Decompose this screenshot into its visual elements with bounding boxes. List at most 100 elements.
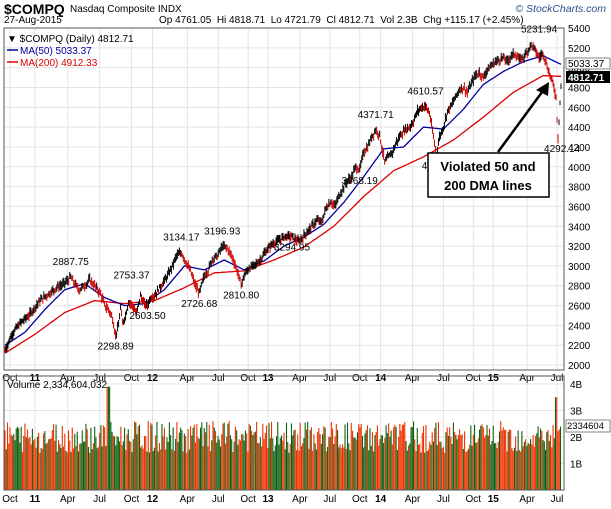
y-tick-label: 3400 xyxy=(568,222,591,233)
price-grid xyxy=(4,27,564,370)
price-last-box xyxy=(566,71,610,83)
ma200-line xyxy=(4,74,561,354)
callout-arrow xyxy=(496,87,547,153)
y-tick-label: 4000 xyxy=(568,163,591,174)
callout-arrowhead xyxy=(536,82,549,96)
y-tick-label: 3800 xyxy=(568,183,591,194)
annotation-label: 2726.68 xyxy=(181,299,218,310)
y-tick-label: 2200 xyxy=(568,341,591,352)
volume-legend-text: Volume 2,334,604,032 xyxy=(7,380,108,391)
volume-y-axis: 1B 2B 3B 4B xyxy=(570,380,583,471)
x-tick-label: 12 xyxy=(147,373,159,384)
vol-x-tick-label: Apr xyxy=(519,494,535,505)
stockcharts-logo: © StockCharts.com xyxy=(515,3,606,15)
annotation-label: 2298.89 xyxy=(98,341,135,352)
x-tick-label: Oct xyxy=(240,373,256,384)
x-tick-label: Apr xyxy=(60,373,76,384)
ohlc-quote: Op 4761.05 Hi 4818.71 Lo 4721.79 Cl 4812… xyxy=(159,15,524,26)
legend-price: ▼ $COMPQ (Daily) 4812.71 xyxy=(7,34,134,45)
volume-panel-frame xyxy=(3,375,565,491)
x-tick-label: Oct xyxy=(124,373,140,384)
x-tick-label: Apr xyxy=(292,373,308,384)
vol-x-tick-label: Oct xyxy=(2,494,18,505)
annotation-label: 3294.95 xyxy=(274,243,311,254)
callout-line-2: 200 DMA lines xyxy=(444,178,532,193)
legend-ma50: MA(50) 5033.37 xyxy=(20,46,92,57)
x-tick-label: Apr xyxy=(519,373,535,384)
ma50-series-line xyxy=(4,55,562,346)
y-tick-label: 4200 xyxy=(568,143,591,154)
volume-last-box xyxy=(565,419,611,433)
x-tick-label: Oct xyxy=(2,373,18,384)
volume-x-axis: Oct 11 Apr Jul Oct 12 Apr Jul Oct 13 Apr Jul Oct 14 Ap… xyxy=(2,494,563,505)
callout-box: Violated 50 and 200 DMA lines xyxy=(427,82,550,198)
vol-x-tick-label: Apr xyxy=(405,494,421,505)
vol-x-tick-label: Jul xyxy=(551,494,564,505)
x-tick-label: 15 xyxy=(488,373,500,384)
annotation-label: 5231.94 xyxy=(521,25,558,36)
vol-x-tick-label: Oct xyxy=(466,494,482,505)
y-tick-label: 4400 xyxy=(568,123,591,134)
annotation-label: 2887.75 xyxy=(53,257,90,268)
index-name: Nasdaq Composite INDX xyxy=(70,4,182,15)
y-tick-label: 3200 xyxy=(568,242,591,253)
vol-x-tick-label: Apr xyxy=(60,494,76,505)
vol-x-tick-label: Jul xyxy=(323,494,336,505)
volume-legend: Volume 2,334,604,032 xyxy=(7,380,108,391)
x-tick-label: Jul xyxy=(551,373,564,384)
y-tick-label: 5400 xyxy=(568,24,591,35)
vol-x-tick-label: Oct xyxy=(124,494,140,505)
price-last-value: 4812.71 xyxy=(568,73,605,84)
y-tick-label: 2400 xyxy=(568,321,591,332)
y-tick-label: 3600 xyxy=(568,202,591,213)
vol-x-tick-label: Apr xyxy=(292,494,308,505)
callout-line-1: Violated 50 and xyxy=(440,159,535,174)
annotation-label: 4292.14 xyxy=(544,144,581,155)
x-tick-label: 13 xyxy=(262,373,274,384)
y-tick-label: 5200 xyxy=(568,44,591,55)
annotation-label: 3196.93 xyxy=(204,226,241,237)
vol-x-tick-label: Oct xyxy=(352,494,368,505)
annotation-label: 3134.17 xyxy=(163,233,200,244)
callout-frame xyxy=(427,152,550,198)
x-tick-label: Jul xyxy=(93,373,106,384)
price-y-axis: 2000 2200 2400 2600 2800 3000 3200 3400 3600 3800… xyxy=(568,24,591,372)
vol-tick-label: 4B xyxy=(570,380,583,391)
vol-tick-label: 3B xyxy=(570,406,583,417)
vol-x-tick-label: 14 xyxy=(375,494,387,505)
annotation-label: 2810.80 xyxy=(223,291,260,302)
quote-date: 27-Aug-2015 xyxy=(4,15,62,26)
vol-x-tick-label: Jul xyxy=(93,494,106,505)
y-tick-label: 2000 xyxy=(568,361,591,372)
vol-tick-label: 1B xyxy=(570,459,583,470)
y-tick-label: 2600 xyxy=(568,302,591,313)
ma200-series-line xyxy=(4,74,561,354)
y-tick-label: 4600 xyxy=(568,103,591,114)
x-tick-label: 11 xyxy=(30,373,41,384)
volume-last-value: 2334604 xyxy=(567,421,604,432)
x-tick-label: Jul xyxy=(437,373,450,384)
vol-tick-label: 2B xyxy=(570,433,583,444)
symbol-title: $COMPQ xyxy=(4,1,65,17)
price-x-axis: Oct 11 Apr Jul Oct 12 Apr Jul Oct 13 Apr Jul Oct 14 Ap… xyxy=(2,373,563,384)
ma50-last-box xyxy=(565,57,611,70)
x-tick-label: Jul xyxy=(212,373,225,384)
annotation-label: 4371.71 xyxy=(358,110,395,121)
x-tick-label: Jul xyxy=(323,373,336,384)
vol-x-tick-label: Apr xyxy=(180,494,196,505)
annotation-label: 3968.19 xyxy=(342,176,379,187)
vol-x-tick-label: Jul xyxy=(437,494,450,505)
vol-x-tick-label: Jul xyxy=(212,494,225,505)
x-tick-label: Apr xyxy=(405,373,421,384)
y-tick-label: 3000 xyxy=(568,262,591,273)
ma50-line xyxy=(4,55,562,346)
vol-x-tick-label: Oct xyxy=(240,494,256,505)
quote-row: 27-Aug-2015 Op 4761.05 Hi 4818.71 Lo 472… xyxy=(4,15,610,28)
y-tick-label: 4800 xyxy=(568,83,591,94)
vol-x-tick-label: 12 xyxy=(147,494,159,505)
x-tick-label: 14 xyxy=(375,373,387,384)
legend-ma200: MA(200) 4912.33 xyxy=(20,58,98,69)
vol-x-tick-label: 11 xyxy=(30,494,41,505)
